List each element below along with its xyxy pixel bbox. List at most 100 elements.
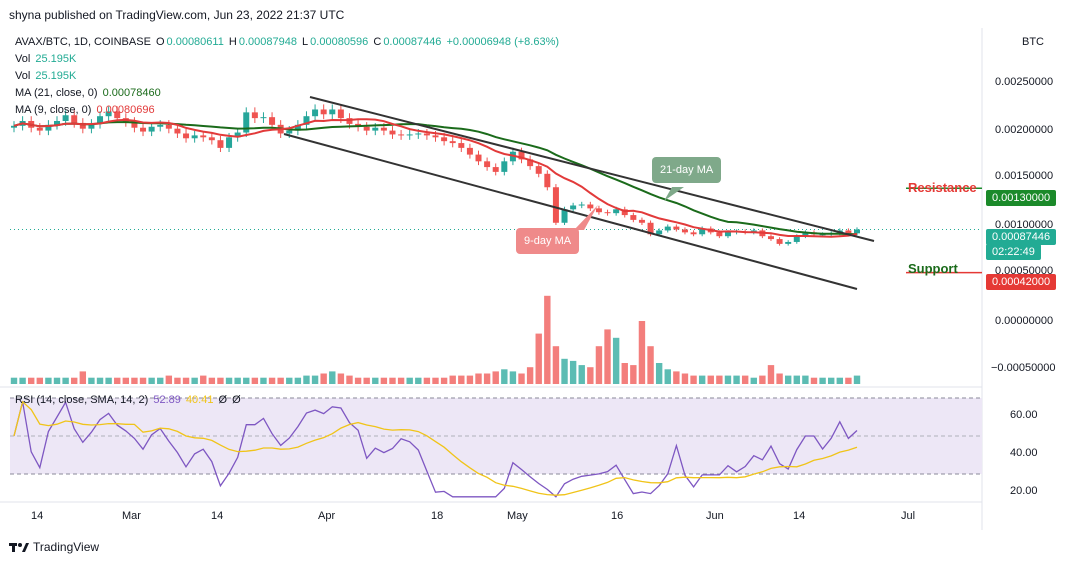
candle-body [587, 204, 594, 209]
price-tick: 0.00100000 [995, 219, 1054, 231]
candle-body [475, 154, 482, 162]
rsi-extra-2: Ø [232, 394, 241, 406]
candle-body [71, 115, 78, 123]
candle-body [286, 130, 293, 134]
volume-bar [380, 377, 388, 384]
time-tick: 16 [611, 510, 624, 522]
vol-legend-1[interactable]: Vol 25.195K [15, 53, 78, 65]
volume-bar [819, 377, 826, 384]
candle-body [114, 111, 121, 119]
candle-body [724, 232, 731, 237]
volume-bar [569, 360, 577, 384]
rsi-line [13, 400, 858, 498]
volume-bar [630, 365, 637, 384]
volume-bar [225, 377, 233, 384]
close-label: C [373, 36, 382, 48]
ma21-callout: 21-day MA [652, 157, 722, 183]
volume-bar [320, 373, 327, 384]
volume-bar [79, 371, 87, 384]
volume-bar [724, 375, 732, 384]
candle-body [449, 141, 456, 144]
candle-body [802, 232, 809, 237]
candle-body [854, 229, 860, 234]
candle-body [234, 132, 241, 138]
candle-body [226, 137, 233, 148]
candle-body [11, 125, 17, 128]
vol-legend-2[interactable]: Vol 25.195K [15, 70, 78, 82]
volume-bar [638, 321, 646, 384]
candle-body [716, 232, 723, 237]
low-label: L [302, 36, 309, 48]
vol-value-2: 25.195K [35, 70, 77, 82]
candle-body [312, 109, 319, 117]
time-tick: Jun [706, 510, 724, 522]
volume-bar [131, 377, 138, 384]
volume-bar [458, 375, 465, 384]
volume-bar [440, 377, 448, 384]
candle-body [174, 128, 181, 134]
volume-bar [139, 377, 147, 384]
ma9-label: MA (9, close, 0) [15, 104, 92, 116]
candle-body [690, 232, 697, 235]
candle-body [423, 133, 430, 136]
volume-bar [647, 346, 654, 384]
high-label: H [228, 36, 237, 48]
currency-label: BTC [1022, 36, 1044, 48]
volume-bar [552, 346, 560, 384]
candle-body [613, 209, 620, 214]
volume-bar [673, 371, 680, 384]
volume-bar [28, 377, 35, 384]
volume-bar [836, 377, 843, 384]
volume-bar [243, 377, 250, 384]
rsi-legend[interactable]: RSI (14, close, SMA, 14, 2) 52.89 40.41 … [15, 394, 243, 406]
rsi-tick: 40.00 [1010, 447, 1038, 459]
volume-bar [681, 373, 689, 384]
volume-bar [148, 377, 155, 384]
volume-bar [423, 377, 431, 384]
volume-bar [372, 377, 379, 384]
volume-bar [845, 377, 852, 384]
rsi-extra-1: Ø [218, 394, 228, 406]
candle-body [79, 122, 86, 129]
volume-bar [604, 329, 611, 384]
footer-brand[interactable]: TradingView [9, 540, 99, 554]
volume-bar [191, 377, 198, 384]
candle-body [398, 134, 405, 136]
candle-body [638, 219, 645, 223]
volume-bar [475, 373, 482, 384]
volume-bar [793, 375, 800, 384]
volume-bar [501, 369, 508, 384]
ma9-legend[interactable]: MA (9, close, 0) 0.00080696 [15, 104, 157, 116]
volume-bar [750, 377, 757, 384]
candle-body [303, 116, 310, 125]
rsi-value: 52.89 [153, 394, 181, 406]
price-tick: 0.00150000 [995, 170, 1054, 182]
candle-body [243, 112, 250, 133]
volume-bar [544, 295, 551, 384]
volume-bar [526, 367, 534, 384]
candle-body [484, 161, 491, 168]
candle-body [518, 151, 525, 160]
candle-body [501, 161, 508, 172]
volume-bar [492, 371, 499, 384]
volume-bar [810, 377, 818, 384]
volume-bar [174, 377, 181, 384]
volume-bar [208, 377, 216, 384]
candle-body [363, 126, 370, 131]
volume-bar [346, 375, 353, 384]
candle-body [105, 111, 112, 117]
volume-bar [518, 373, 525, 384]
tradingview-logo-icon [9, 543, 29, 552]
candle-body [699, 228, 706, 235]
volume-bar [767, 365, 775, 384]
volume-bar [853, 375, 861, 384]
volume-bar [234, 377, 241, 384]
candle-body [578, 204, 585, 206]
open-label: O [155, 36, 165, 48]
resistance-label: Resistance [908, 180, 977, 195]
ma21-legend[interactable]: MA (21, close, 0) 0.00078460 [15, 87, 163, 99]
ma9-value: 0.00080696 [96, 104, 155, 116]
candle-body [673, 226, 680, 230]
symbol-name[interactable]: AVAX/BTC, 1D, COINBASE [15, 36, 151, 48]
